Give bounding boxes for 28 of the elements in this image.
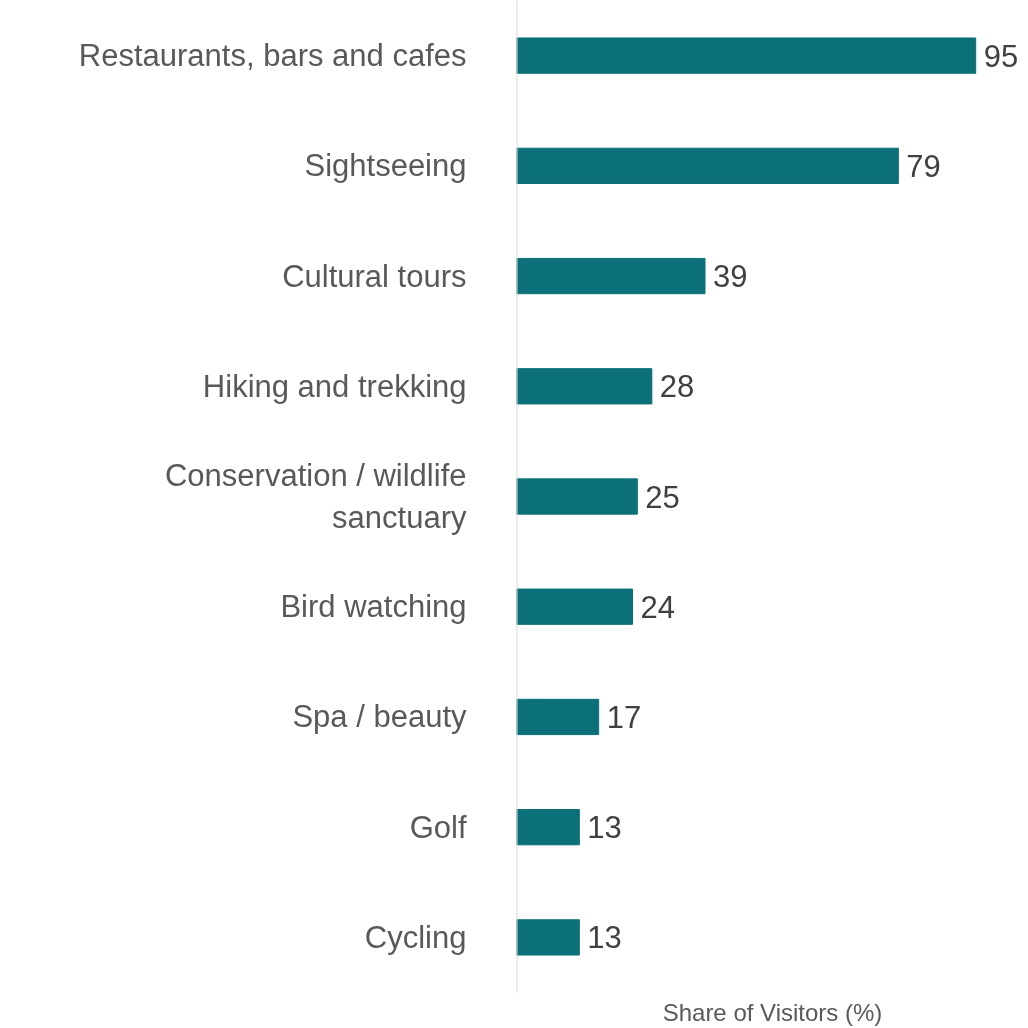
y-tick-label: Conservation / wildlife sanctuary bbox=[164, 458, 467, 535]
y-tick-label: Cycling bbox=[364, 919, 467, 955]
data-label: 28 bbox=[659, 369, 695, 405]
bar bbox=[516, 698, 600, 736]
bar bbox=[516, 809, 580, 846]
bar bbox=[516, 478, 638, 515]
data-label: 13 bbox=[587, 920, 622, 956]
y-tick-label: Hiking and trekking bbox=[202, 368, 467, 404]
x-axis-title: Share of Visitors (%) bbox=[662, 998, 883, 1026]
data-label: 13 bbox=[587, 810, 622, 846]
data-label: 24 bbox=[640, 589, 675, 625]
bar bbox=[516, 147, 899, 184]
bar bbox=[516, 37, 977, 74]
data-label: 79 bbox=[906, 148, 941, 184]
y-tick-label: Restaurants, bars and cafes bbox=[78, 38, 467, 74]
data-label: 25 bbox=[645, 479, 680, 515]
y-tick-label: Sightseeing bbox=[304, 148, 467, 184]
bar bbox=[516, 588, 634, 625]
data-label: 39 bbox=[713, 259, 748, 295]
data-label: 17 bbox=[606, 699, 642, 735]
y-tick-label: Bird watching bbox=[280, 589, 467, 625]
y-tick-label: Golf bbox=[409, 809, 467, 845]
y-tick-label: Spa / beauty bbox=[292, 699, 467, 735]
bar bbox=[516, 257, 706, 295]
bar bbox=[516, 368, 653, 405]
y-tick-label: Cultural tours bbox=[282, 258, 467, 294]
bar bbox=[516, 919, 580, 956]
data-label: 95 bbox=[983, 38, 1019, 74]
